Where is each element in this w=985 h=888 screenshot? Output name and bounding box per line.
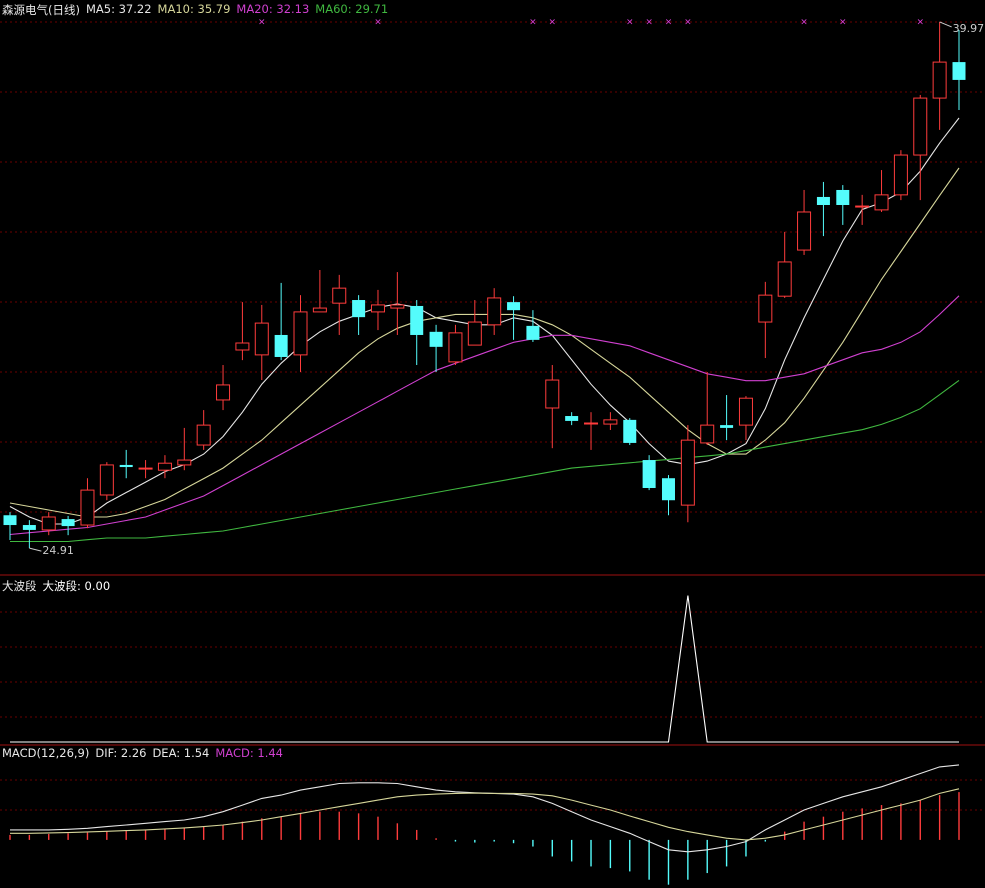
indicator-line	[10, 595, 959, 743]
candle-body	[893, 154, 908, 196]
candle-body	[661, 478, 675, 501]
candle-body	[467, 321, 482, 346]
signal-mark: ×	[529, 18, 537, 28]
signal-mark: ×	[916, 18, 924, 28]
candle-body	[700, 424, 715, 444]
candle-body	[99, 464, 114, 496]
candle-body	[720, 425, 734, 428]
ma-line	[9, 295, 960, 536]
candle-body	[138, 467, 153, 470]
candle-body	[777, 261, 792, 297]
candle-body	[196, 424, 211, 446]
candle-body	[312, 307, 327, 313]
header-label: MA5: 37.22	[85, 2, 152, 16]
header-label: DEA: 1.54	[152, 746, 210, 760]
candle-body	[370, 304, 385, 313]
candle-body	[507, 302, 521, 311]
candle-body	[565, 416, 579, 421]
candle-body	[526, 325, 540, 340]
header-label: MA20: 32.13	[236, 2, 310, 16]
candle-body	[603, 419, 618, 425]
header-label: 大波段: 0.00	[42, 579, 111, 593]
candle-body	[932, 61, 947, 99]
ma-line	[10, 379, 960, 543]
candle-body	[584, 422, 599, 425]
header-label: DIF: 2.26	[95, 746, 147, 760]
candle-body	[235, 342, 250, 351]
candle-body	[293, 311, 308, 356]
signal-mark: ×	[684, 18, 692, 28]
candle-body	[410, 305, 424, 335]
panel-header: 大波段 大波段: 0.00	[2, 578, 110, 594]
candle-body	[390, 304, 405, 309]
candle-body	[177, 459, 192, 466]
candle-body	[80, 489, 95, 526]
candle-body	[448, 332, 463, 363]
candle-body	[429, 331, 443, 347]
max-label: 39.97	[953, 22, 985, 35]
candle-body	[758, 294, 773, 323]
candle-body	[952, 62, 966, 80]
candle-body	[680, 439, 695, 506]
header-label: 大波段	[2, 579, 37, 593]
candle-body	[913, 97, 928, 156]
signal-mark: ×	[645, 18, 653, 28]
candle-body	[623, 419, 637, 443]
header-label: 森源电气(日线)	[2, 3, 80, 17]
signal-mark: ×	[374, 18, 382, 28]
signal-mark: ×	[626, 18, 634, 28]
candle-body	[816, 196, 830, 205]
candle-body	[119, 464, 133, 468]
candle-body	[738, 397, 753, 426]
min-label: 24.91	[42, 544, 74, 557]
min-pointer	[29, 547, 42, 552]
header-label: MACD(12,26,9)	[2, 746, 90, 760]
ma-line	[9, 167, 960, 518]
signal-mark: ×	[549, 18, 557, 28]
candle-body	[61, 519, 75, 527]
candle-body	[254, 322, 269, 356]
candle-body	[836, 189, 850, 205]
ma-line	[9, 117, 960, 525]
header-label: MACD: 1.44	[215, 746, 283, 760]
signal-mark: ×	[800, 18, 808, 28]
candle-body	[487, 297, 502, 326]
candle-body	[797, 211, 812, 251]
candle-body	[332, 287, 347, 304]
candle-body	[274, 334, 288, 357]
panel-header: MACD(12,26,9) DIF: 2.26 DEA: 1.54 MACD: 1.4…	[2, 746, 283, 760]
candle-body	[157, 462, 172, 471]
signal-mark: ×	[258, 18, 266, 28]
header-label: MA60: 29.71	[315, 2, 389, 16]
macd-line	[10, 764, 960, 853]
signal-mark: ×	[665, 18, 673, 28]
candle-body	[41, 516, 56, 531]
candle-body	[874, 194, 889, 211]
candle-body	[545, 379, 560, 409]
candle-body	[352, 300, 366, 318]
candle-body	[22, 525, 36, 530]
candle-body	[642, 460, 656, 489]
panel-header: 森源电气(日线) MA5: 37.22 MA10: 35.79 MA20: 32.13…	[2, 2, 388, 18]
signal-mark: ×	[839, 18, 847, 28]
candle-body	[3, 515, 17, 526]
candle-body	[216, 384, 231, 401]
candle-body	[855, 205, 870, 208]
max-pointer	[939, 21, 952, 28]
macd-line	[10, 788, 960, 841]
header-label: MA10: 35.79	[157, 2, 231, 16]
